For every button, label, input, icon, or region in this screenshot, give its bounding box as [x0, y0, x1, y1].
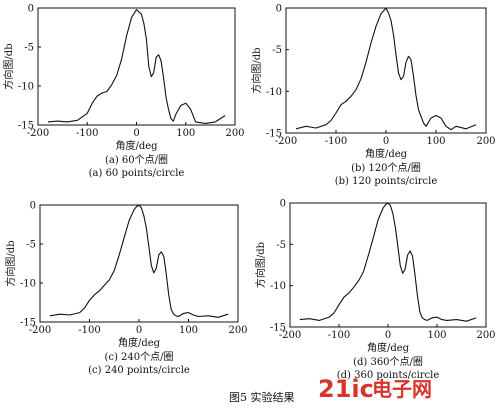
y-tick-label: -10: [266, 87, 282, 98]
caption-en: (a) 60 points/circle: [89, 168, 185, 179]
y-tick-label: -10: [20, 279, 36, 290]
caption-cn: (a) 60个点/圈: [105, 154, 168, 166]
caption-cn: (d) 360个点/圈: [353, 356, 423, 368]
x-tick-label: -200: [29, 325, 51, 336]
series-line: [47, 9, 226, 124]
watermark-name: 电子网: [372, 377, 432, 401]
x-tick-label: 0: [133, 128, 139, 139]
chart-a: -200 -100 0 100 200 0 -5 -10 -15 角度/deg (a) 60个点/圈…: [2, 4, 245, 180]
y-tick-label: 0: [28, 4, 34, 15]
x-tick-label: 200: [225, 128, 244, 139]
y-tick-label: 0: [280, 199, 286, 210]
x-tick-label: -100: [76, 128, 98, 139]
x-tick-label: -200: [279, 330, 301, 341]
watermark-brand: 21ic: [318, 375, 374, 403]
x-tick-label: 200: [476, 136, 495, 147]
x-tick-label: -200: [275, 136, 297, 147]
y-tick-label: -15: [20, 318, 36, 329]
y-tick-label: -5: [24, 43, 34, 54]
caption-en: (c) 240 points/circle: [88, 365, 190, 376]
plot-frame: [289, 202, 487, 328]
y-tick-label: -5: [272, 45, 282, 56]
y-tick-label: -15: [18, 121, 34, 132]
chart-c: -200 -100 0 100 200 0 -5 -10 -15 角度/deg (c) 240个点/…: [4, 201, 248, 377]
y-axis-label: 方向图/db: [250, 47, 263, 93]
chart-d: -200 -100 0 100 200 0 -5 -10 -15 角度/deg (d) 360个点/…: [254, 199, 496, 382]
series-line: [299, 202, 477, 322]
chart-b: -200 -100 0 100 200 0 -5 -10 -15 角度/deg (b) 120个点/…: [250, 4, 496, 188]
caption-en: (d) 360 points/circle: [337, 370, 440, 381]
y-tick-label: -5: [26, 240, 36, 251]
y-tick-label: -15: [270, 323, 286, 334]
y-axis-label: 方向图/db: [2, 43, 15, 89]
x-tick-label: 100: [427, 330, 446, 341]
x-tick-label: 0: [136, 325, 142, 336]
figure-caption: 图5 实验结果: [229, 390, 295, 404]
y-axis-label: 方向图/db: [4, 240, 17, 286]
caption-cn: (c) 240个点/圈: [104, 351, 173, 363]
plot-frame: [37, 7, 236, 126]
y-tick-label: -15: [266, 129, 282, 140]
series-line: [295, 7, 477, 131]
x-tick-label: 200: [228, 325, 247, 336]
y-tick-label: -10: [270, 281, 286, 292]
x-tick-label: -100: [78, 325, 100, 336]
y-tick-label: 0: [30, 201, 36, 212]
y-tick-label: 0: [276, 4, 282, 15]
x-axis-label: 角度/deg: [115, 139, 158, 152]
x-tick-label: 200: [476, 330, 495, 341]
x-tick-label: 100: [426, 136, 445, 147]
series-line: [49, 204, 229, 318]
y-tick-label: -5: [276, 240, 286, 251]
x-axis-label: 角度/deg: [367, 341, 410, 354]
plot-frame: [285, 7, 487, 134]
x-axis-label: 角度/deg: [365, 147, 408, 160]
x-tick-label: -100: [328, 330, 350, 341]
y-tick-label: -10: [18, 82, 34, 93]
y-axis-label: 方向图/db: [254, 242, 267, 288]
plot-frame: [39, 204, 239, 323]
x-axis-label: 角度/deg: [118, 336, 161, 349]
x-tick-label: -200: [27, 128, 49, 139]
watermark-logo: 21ic 电子网: [318, 375, 432, 403]
x-tick-label: 100: [179, 325, 198, 336]
x-tick-label: -100: [325, 136, 347, 147]
caption-cn: (b) 120个点/圈: [351, 162, 421, 174]
x-tick-label: 0: [383, 136, 389, 147]
x-tick-label: 100: [176, 128, 195, 139]
caption-en: (b) 120 points/circle: [335, 176, 438, 187]
x-tick-label: 0: [385, 330, 391, 341]
